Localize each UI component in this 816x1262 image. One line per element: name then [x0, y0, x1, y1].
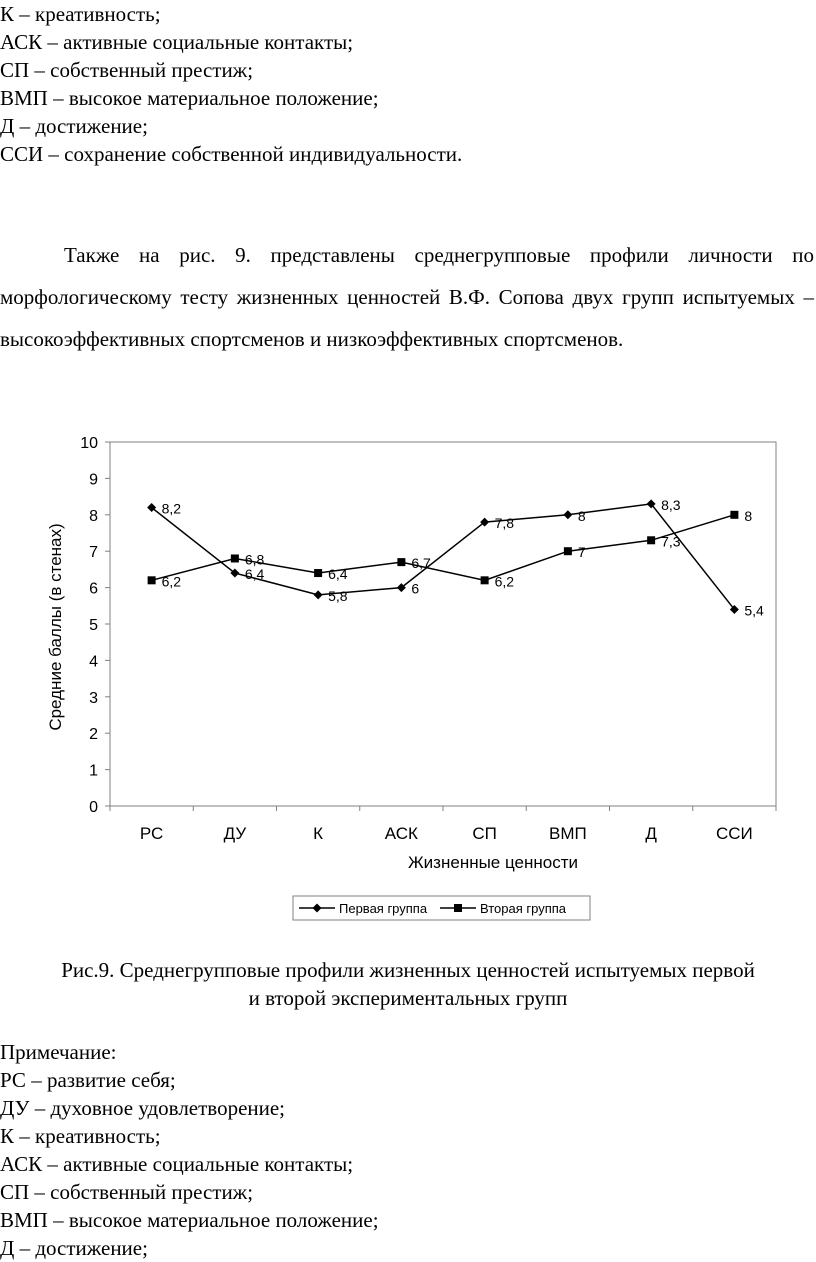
y-tick-label: 3 — [89, 690, 98, 707]
legend-line-sp: СП – собственный престиж; — [0, 58, 254, 82]
series-1-data-label: 7,8 — [495, 515, 515, 531]
series-2-point — [730, 510, 739, 519]
y-tick-label: 5 — [89, 617, 98, 634]
body-paragraph: Также на рис. 9. представлены среднегруп… — [0, 243, 814, 351]
legend-marker-1 — [312, 903, 322, 913]
y-tick-label: 4 — [89, 653, 98, 670]
series-1-data-label: 5,4 — [744, 602, 764, 618]
y-tick-label: 1 — [89, 763, 98, 780]
y-tick-label: 10 — [80, 435, 98, 452]
series-2-point — [230, 554, 239, 563]
x-tick-label: РС — [140, 824, 163, 843]
x-tick-label: СП — [472, 824, 497, 843]
series-2-data-label: 6,2 — [495, 573, 515, 589]
series-1-point — [729, 604, 739, 614]
legend-line-ssi: ССИ – сохранение собственной индивидуаль… — [0, 142, 463, 166]
y-tick-label: 7 — [89, 544, 98, 561]
series-2-data-label: 8 — [744, 508, 752, 524]
series-2-data-label: 6,8 — [245, 551, 265, 567]
x-tick-label: АСК — [385, 824, 418, 843]
y-tick-label: 9 — [89, 471, 98, 488]
series-1-point — [230, 568, 240, 578]
series-2-data-label: 7 — [578, 544, 586, 560]
note-title: Примечание: — [0, 1040, 117, 1064]
figure-caption-line-1: Рис.9. Среднегрупповые профили жизненных… — [61, 958, 755, 982]
series-2-point — [314, 569, 323, 578]
series-line-1 — [151, 503, 735, 610]
series-2-point — [647, 536, 656, 545]
y-tick-label: 8 — [89, 508, 98, 525]
series-2-data-label: 7,3 — [661, 533, 681, 549]
series-2-data-label: 6,7 — [411, 555, 431, 571]
x-tick-label: К — [313, 824, 323, 843]
series-1-point — [396, 583, 406, 593]
series-1-data-label: 5,8 — [328, 588, 348, 604]
x-tick-label: ВМП — [549, 824, 587, 843]
note-line-ask: АСК – активные социальные контакты; — [0, 1152, 354, 1176]
y-tick-label: 2 — [89, 726, 98, 743]
y-tick-label: 0 — [89, 799, 98, 816]
note-line-vmp: ВМП – высокое материальное положение; — [0, 1208, 379, 1232]
legend-marker-2 — [454, 904, 462, 912]
legend-label-2: Вторая группа — [480, 901, 567, 916]
series-1-point — [480, 517, 490, 527]
note-line-d: Д – достижение; — [0, 1236, 148, 1260]
legend-line-ask: АСК – активные социальные контакты; — [0, 30, 354, 54]
x-tick-label: Д — [645, 824, 657, 843]
series-2-point — [147, 576, 156, 585]
series-1-data-label: 8,2 — [162, 501, 182, 517]
series-2-data-label: 6,2 — [162, 573, 182, 589]
y-tick-label: 6 — [89, 581, 98, 598]
series-1-data-label: 6 — [411, 581, 419, 597]
legend-line-vmp: ВМП – высокое материальное положение; — [0, 86, 379, 110]
series-2-point — [563, 547, 572, 556]
series-1-point — [563, 510, 573, 520]
note-line-du: ДУ – духовное удовлетворение; — [0, 1096, 286, 1120]
x-tick-label: ДУ — [224, 824, 247, 843]
figure-caption-line-2: и второй экспериментальных групп — [248, 986, 568, 1010]
legend-line-k: К – креативность; — [0, 2, 161, 26]
series-1-data-label: 8 — [578, 508, 586, 524]
legend-line-d: Д – достижение; — [0, 114, 148, 138]
x-axis-label: Жизненные ценности — [408, 853, 578, 872]
note-line-k: К – креативность; — [0, 1124, 161, 1148]
series-line-2 — [151, 514, 735, 582]
note-line-rs: РС – развитие себя; — [0, 1068, 176, 1092]
series-2-point — [397, 558, 406, 567]
series-2-data-label: 6,4 — [328, 566, 348, 582]
line-chart: 0 1 2 3 4 5 6 7 8 9 10 РС ДУ К АСК СП ВМП Д ССИ Жизненные ц… — [46, 435, 777, 921]
note-line-sp: СП – собственный престиж; — [0, 1180, 254, 1204]
y-axis-label: Средние баллы (в стенах) — [46, 523, 65, 730]
series-1-point — [313, 590, 323, 600]
x-tick-label: ССИ — [716, 824, 753, 843]
series-1-data-label: 6,4 — [245, 566, 265, 582]
series-1-data-label: 8,3 — [661, 497, 681, 513]
series-1-point — [646, 499, 656, 509]
legend-label-1: Первая группа — [339, 901, 428, 916]
series-2-point — [480, 576, 489, 585]
